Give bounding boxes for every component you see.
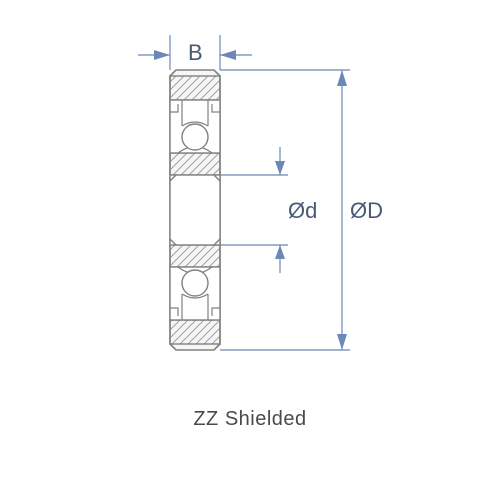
label-OD: ØD: [350, 198, 383, 223]
label-B: B: [188, 40, 203, 65]
lower-race: [170, 267, 220, 320]
bearing-diagram: B ØD Ød: [30, 30, 470, 390]
dimension-B: B: [138, 35, 252, 70]
label-d: Ød: [288, 198, 317, 223]
lower-ball: [182, 270, 208, 296]
dimension-d: Ød: [220, 147, 317, 273]
upper-race: [170, 100, 220, 153]
caption: ZZ Shielded: [0, 408, 500, 431]
upper-ball: [182, 124, 208, 150]
bearing-body: [170, 70, 220, 350]
